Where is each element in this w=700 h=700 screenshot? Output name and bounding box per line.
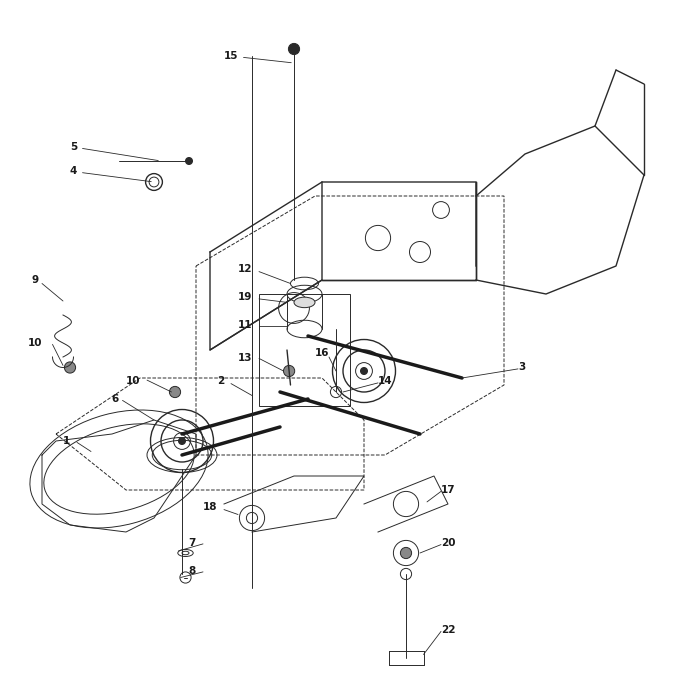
Text: 6: 6 (112, 394, 119, 404)
Text: 1: 1 (63, 436, 70, 446)
Text: 22: 22 (441, 625, 456, 635)
Text: 16: 16 (314, 349, 329, 358)
Circle shape (169, 386, 181, 398)
Text: 7: 7 (188, 538, 196, 547)
Text: 10: 10 (126, 377, 140, 386)
Text: 5: 5 (70, 142, 158, 160)
Circle shape (186, 158, 192, 164)
Text: 8: 8 (189, 566, 196, 575)
Circle shape (400, 547, 412, 559)
Circle shape (360, 368, 368, 374)
Text: 2: 2 (217, 377, 224, 386)
Ellipse shape (294, 298, 315, 308)
Text: 20: 20 (441, 538, 456, 547)
Text: 15: 15 (223, 51, 291, 63)
Circle shape (288, 43, 300, 55)
Text: 17: 17 (441, 485, 456, 495)
Circle shape (284, 365, 295, 377)
Text: 10: 10 (28, 338, 42, 348)
Text: 13: 13 (237, 354, 252, 363)
Circle shape (64, 362, 76, 373)
Text: 19: 19 (237, 292, 252, 302)
Text: 18: 18 (202, 503, 217, 512)
Text: 9: 9 (32, 275, 38, 285)
Circle shape (178, 438, 186, 444)
Text: 12: 12 (237, 265, 252, 274)
Text: 14: 14 (378, 377, 393, 386)
Text: 3: 3 (518, 363, 525, 372)
Text: 11: 11 (237, 321, 252, 330)
Text: 4: 4 (69, 167, 151, 181)
